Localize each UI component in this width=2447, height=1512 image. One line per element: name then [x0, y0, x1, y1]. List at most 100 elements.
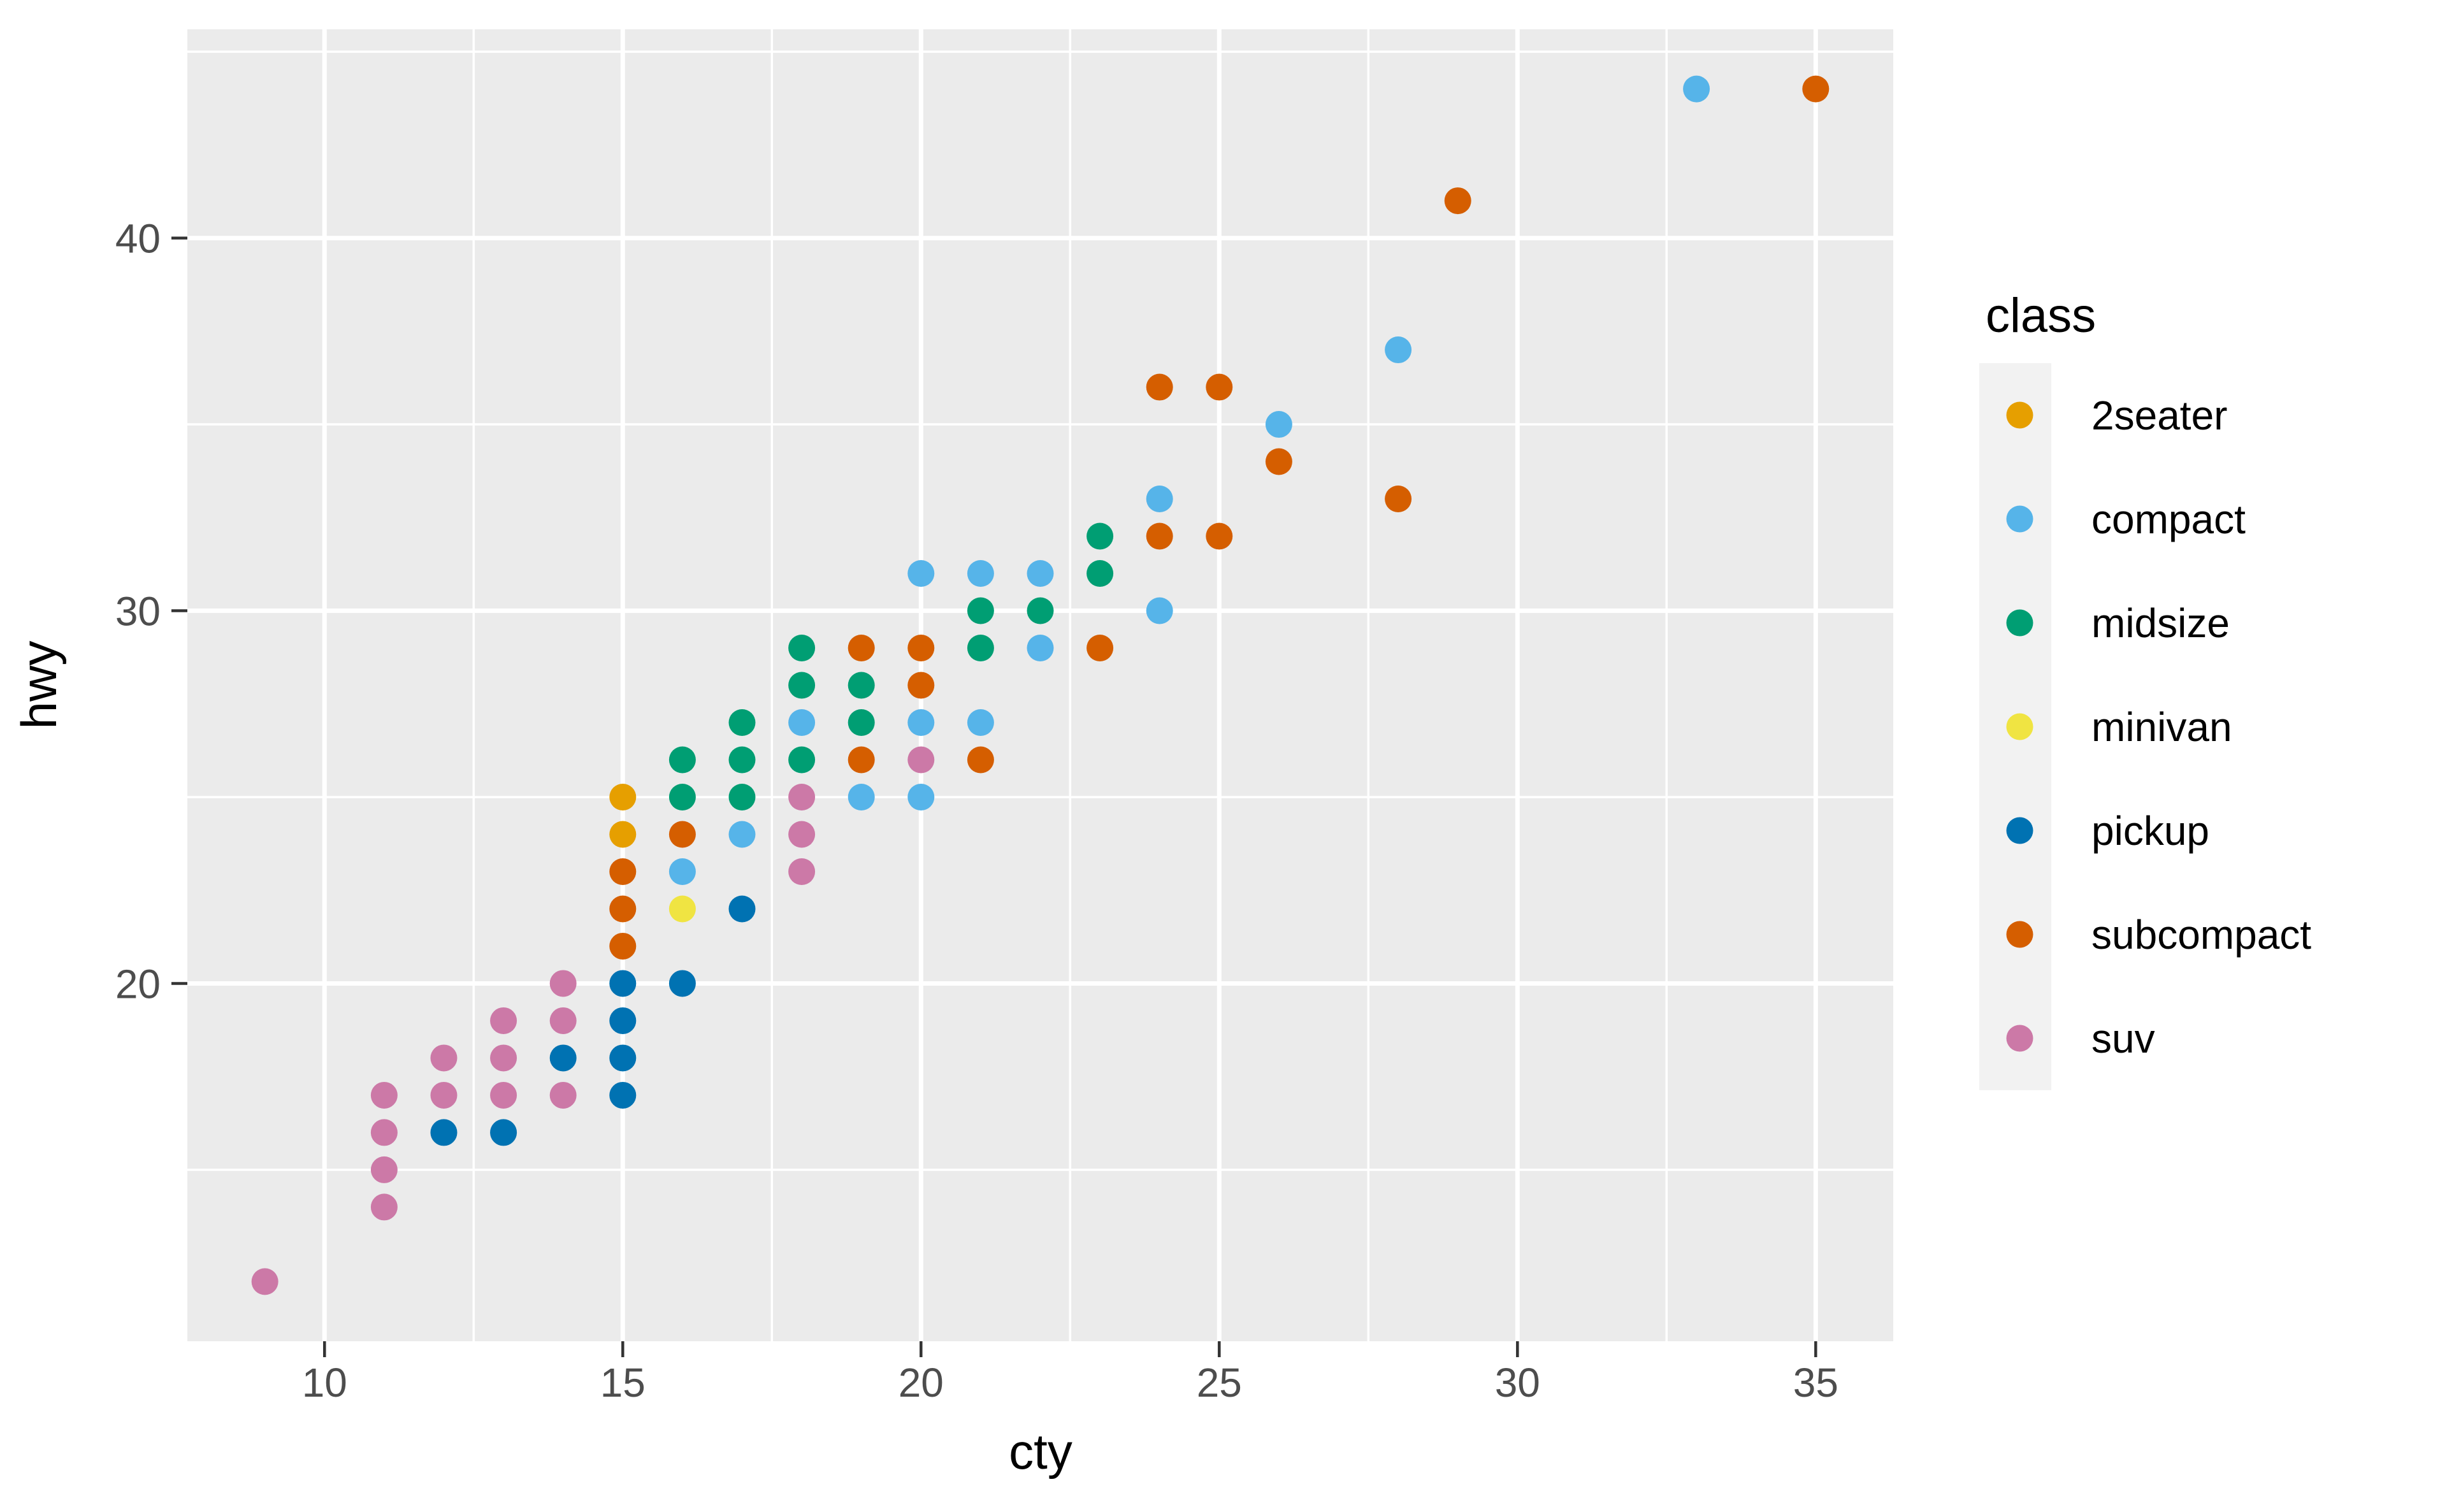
data-point-compact	[788, 709, 816, 736]
axis-tick-labels: 10 15 20 25 30 35 20 30 40	[115, 216, 1838, 1406]
data-point-subcompact	[668, 821, 696, 848]
data-point-subcompact	[1206, 373, 1233, 401]
data-point-subcompact	[1385, 486, 1412, 513]
data-point-compact	[848, 783, 875, 810]
data-point-midsize	[788, 746, 816, 774]
data-point-suv	[430, 1044, 458, 1072]
data-point-suv	[370, 1081, 398, 1109]
data-point-subcompact	[1146, 522, 1173, 550]
x-tick-label: 25	[1197, 1360, 1242, 1406]
legend-label-2seater: 2seater	[2091, 392, 2228, 438]
legend-label-midsize: midsize	[2091, 600, 2230, 646]
data-point-suv	[490, 1007, 517, 1034]
data-point-midsize	[967, 635, 994, 662]
y-axis-title: hwy	[11, 641, 67, 730]
data-point-midsize	[728, 746, 756, 774]
data-point-midsize	[1027, 597, 1054, 624]
data-point-midsize	[848, 709, 875, 736]
data-point-suv	[549, 1081, 577, 1109]
legend-label-subcompact: subcompact	[2091, 911, 2312, 958]
data-point-midsize	[1086, 522, 1114, 550]
data-point-compact	[967, 709, 994, 736]
data-point-pickup	[609, 1081, 637, 1109]
data-point-pickup	[609, 1007, 637, 1034]
data-point-compact	[1683, 75, 1710, 103]
y-tick-label: 30	[115, 589, 161, 635]
data-points	[251, 75, 1830, 1295]
data-point-compact	[907, 783, 935, 810]
legend-swatch-suv	[2006, 1025, 2033, 1052]
data-point-subcompact	[1444, 187, 1471, 215]
data-point-subcompact	[1086, 635, 1114, 662]
data-point-suv	[788, 821, 816, 848]
data-point-suv	[490, 1081, 517, 1109]
data-point-suv	[549, 970, 577, 997]
data-point-subcompact	[1802, 75, 1830, 103]
legend-swatch-subcompact	[2006, 921, 2033, 948]
data-point-2seater	[609, 783, 637, 810]
data-point-pickup	[668, 970, 696, 997]
data-point-suv	[370, 1156, 398, 1183]
x-tick-label: 35	[1793, 1360, 1838, 1406]
data-point-suv	[549, 1007, 577, 1034]
x-axis-title: cty	[1009, 1423, 1072, 1480]
data-point-pickup	[728, 895, 756, 923]
data-point-compact	[1146, 597, 1173, 624]
plot-panel	[187, 29, 1893, 1341]
data-point-suv	[370, 1119, 398, 1146]
axis-tick-marks	[171, 236, 1817, 1357]
y-tick-label: 20	[115, 961, 161, 1007]
data-point-midsize	[1086, 560, 1114, 587]
data-point-2seater	[609, 821, 637, 848]
x-tick-label: 15	[600, 1360, 646, 1406]
data-point-subcompact	[609, 895, 637, 923]
legend-swatch-midsize	[2006, 609, 2033, 637]
data-point-subcompact	[907, 635, 935, 662]
data-point-subcompact	[609, 932, 637, 960]
data-point-suv	[788, 858, 816, 885]
data-point-suv	[251, 1268, 278, 1295]
data-point-pickup	[430, 1119, 458, 1146]
data-point-midsize	[848, 672, 875, 699]
data-point-subcompact	[1206, 522, 1233, 550]
data-point-midsize	[728, 709, 756, 736]
data-point-pickup	[549, 1044, 577, 1072]
data-point-midsize	[668, 783, 696, 810]
legend-key-swatches	[1979, 363, 2051, 1090]
data-point-suv	[490, 1044, 517, 1072]
legend-label-suv: suv	[2091, 1015, 2155, 1062]
data-point-suv	[907, 746, 935, 774]
x-tick-label: 10	[302, 1360, 347, 1406]
data-point-compact	[967, 560, 994, 587]
legend-label-pickup: pickup	[2091, 807, 2209, 854]
x-tick-label: 20	[899, 1360, 944, 1406]
data-point-subcompact	[609, 858, 637, 885]
data-point-subcompact	[848, 746, 875, 774]
data-point-subcompact	[907, 672, 935, 699]
data-point-subcompact	[848, 635, 875, 662]
x-tick-label: 30	[1495, 1360, 1540, 1406]
data-point-compact	[907, 709, 935, 736]
data-point-suv	[430, 1081, 458, 1109]
data-point-compact	[1265, 411, 1292, 438]
data-point-minivan	[668, 895, 696, 923]
data-point-midsize	[728, 783, 756, 810]
data-point-compact	[1146, 486, 1173, 513]
minor-gridlines	[187, 29, 1893, 1341]
legend-label-minivan: minivan	[2091, 703, 2232, 750]
data-point-compact	[1027, 560, 1054, 587]
data-point-midsize	[967, 597, 994, 624]
data-point-midsize	[668, 746, 696, 774]
data-point-subcompact	[1146, 373, 1173, 401]
legend-label-compact: compact	[2091, 496, 2246, 542]
data-point-subcompact	[967, 746, 994, 774]
legend-swatch-minivan	[2006, 713, 2033, 740]
y-tick-label: 40	[115, 216, 161, 262]
data-point-compact	[1027, 635, 1054, 662]
data-point-subcompact	[1265, 448, 1292, 475]
legend-swatch-compact	[2006, 505, 2033, 533]
data-point-midsize	[788, 672, 816, 699]
data-point-suv	[788, 783, 816, 810]
data-point-compact	[1385, 336, 1412, 364]
